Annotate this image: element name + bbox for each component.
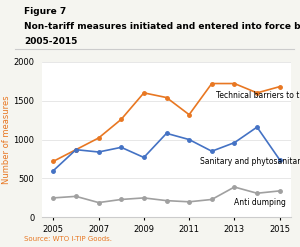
Text: Technical barriers to trade: Technical barriers to trade [216, 91, 300, 100]
Text: Anti dumping: Anti dumping [234, 198, 286, 207]
Text: Non-tariff measures initiated and entered into force by year,: Non-tariff measures initiated and entere… [24, 22, 300, 31]
Y-axis label: Number of measures: Number of measures [2, 95, 10, 184]
Text: Sanitary and phytosanitary: Sanitary and phytosanitary [200, 157, 300, 166]
Text: Source: WTO I-TIP Goods.: Source: WTO I-TIP Goods. [24, 236, 112, 242]
Text: Figure 7: Figure 7 [24, 7, 66, 16]
Text: 2005-2015: 2005-2015 [24, 37, 77, 46]
